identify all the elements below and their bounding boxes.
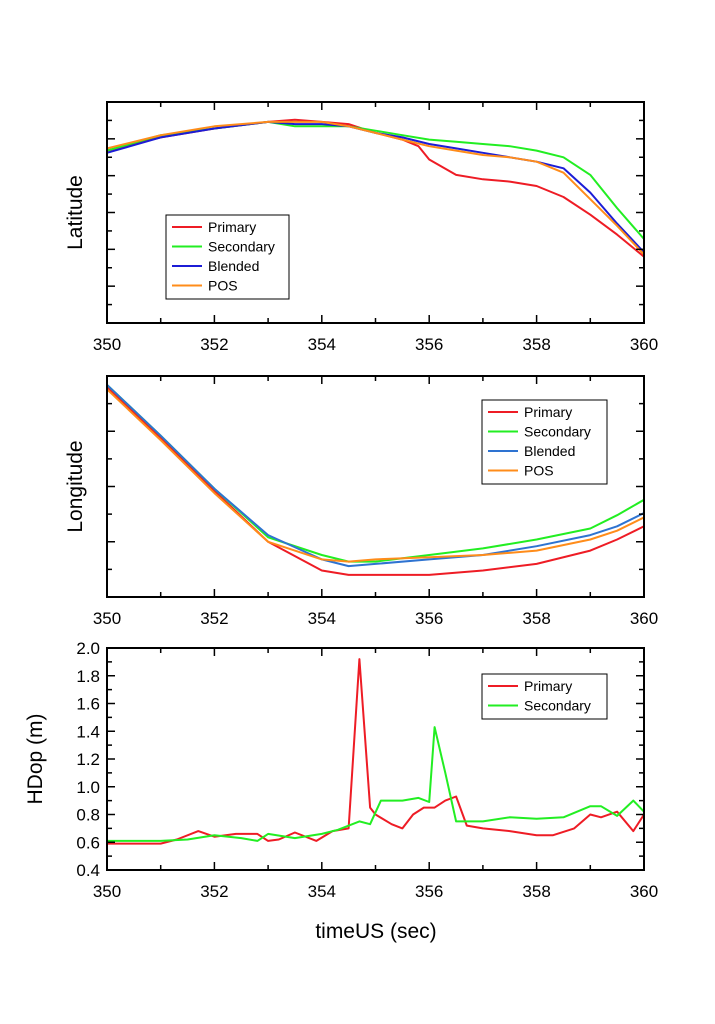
y-axis-title: Latitude (64, 175, 87, 250)
y-tick-label: 0.8 (76, 806, 100, 825)
x-tick-label: 358 (522, 609, 550, 628)
x-tick-label: 360 (630, 609, 658, 628)
y-tick-label: 2.0 (76, 639, 100, 658)
x-tick-label: 360 (630, 882, 658, 901)
series-line-pos (107, 388, 644, 563)
legend-label-blended: Blended (524, 443, 575, 459)
legend-label-pos: POS (524, 463, 554, 479)
legend-label-blended: Blended (208, 258, 259, 274)
y-tick-label: 1.4 (76, 722, 100, 741)
series-group (107, 384, 644, 576)
legend: Primary Secondary Blended POS (165, 214, 290, 300)
longitude-panel: 350 352 354 356 358 360 Longitude Primary Second… (64, 375, 658, 628)
series-group (107, 118, 644, 258)
x-tick-label: 350 (93, 609, 121, 628)
legend-label-primary: Primary (524, 678, 572, 694)
y-axis-title: Longitude (64, 440, 87, 532)
x-tick-label: 354 (308, 335, 336, 354)
x-tick-label: 356 (415, 609, 443, 628)
y-tick-label: 0.6 (76, 833, 100, 852)
legend: Primary Secondary (481, 673, 608, 720)
x-tick-label: 350 (93, 882, 121, 901)
x-tick-label: 354 (308, 609, 336, 628)
series-line-pos (107, 120, 644, 256)
series-line-primary (107, 386, 644, 576)
legend-box (481, 673, 608, 720)
y-tick-label: 1.8 (76, 667, 100, 686)
series-group (107, 658, 644, 845)
y-tick-label: 1.6 (76, 695, 100, 714)
legend-label-secondary: Secondary (208, 239, 275, 255)
x-tick-label: 352 (200, 882, 228, 901)
x-tick-label: 356 (415, 335, 443, 354)
legend-label-primary: Primary (524, 404, 572, 420)
legend-label-primary: Primary (208, 219, 256, 235)
y-axis-title: HDop (m) (24, 713, 47, 804)
x-tick-label: 358 (522, 882, 550, 901)
x-tick-label: 360 (630, 335, 658, 354)
latitude-panel: 350 352 354 356 358 360 Latitude Primary Seconda… (64, 101, 658, 354)
x-axis-title: timeUS (sec) (315, 920, 436, 943)
x-tick-label: 352 (200, 609, 228, 628)
x-tick-label: 354 (308, 882, 336, 901)
y-tick-label: 1.2 (76, 750, 100, 769)
legend-label-secondary: Secondary (524, 698, 591, 714)
legend-label-pos: POS (208, 278, 238, 294)
legend-label-secondary: Secondary (524, 424, 591, 440)
y-tick-label: 0.4 (76, 861, 100, 880)
y-tick-label: 1.0 (76, 778, 100, 797)
hdop-panel: 350 352 354 356 358 360 0.4 0.6 0.8 1.0 1.2 1.4 1.6 1… (24, 639, 658, 901)
series-line-secondary (107, 726, 644, 842)
x-tick-label: 356 (415, 882, 443, 901)
x-tick-label: 358 (522, 335, 550, 354)
legend-box (481, 399, 608, 485)
x-tick-label: 352 (200, 335, 228, 354)
legend: Primary Secondary Blended POS (481, 399, 608, 485)
series-line-primary (107, 658, 644, 845)
series-line-blended (107, 384, 644, 568)
x-tick-label: 350 (93, 335, 121, 354)
